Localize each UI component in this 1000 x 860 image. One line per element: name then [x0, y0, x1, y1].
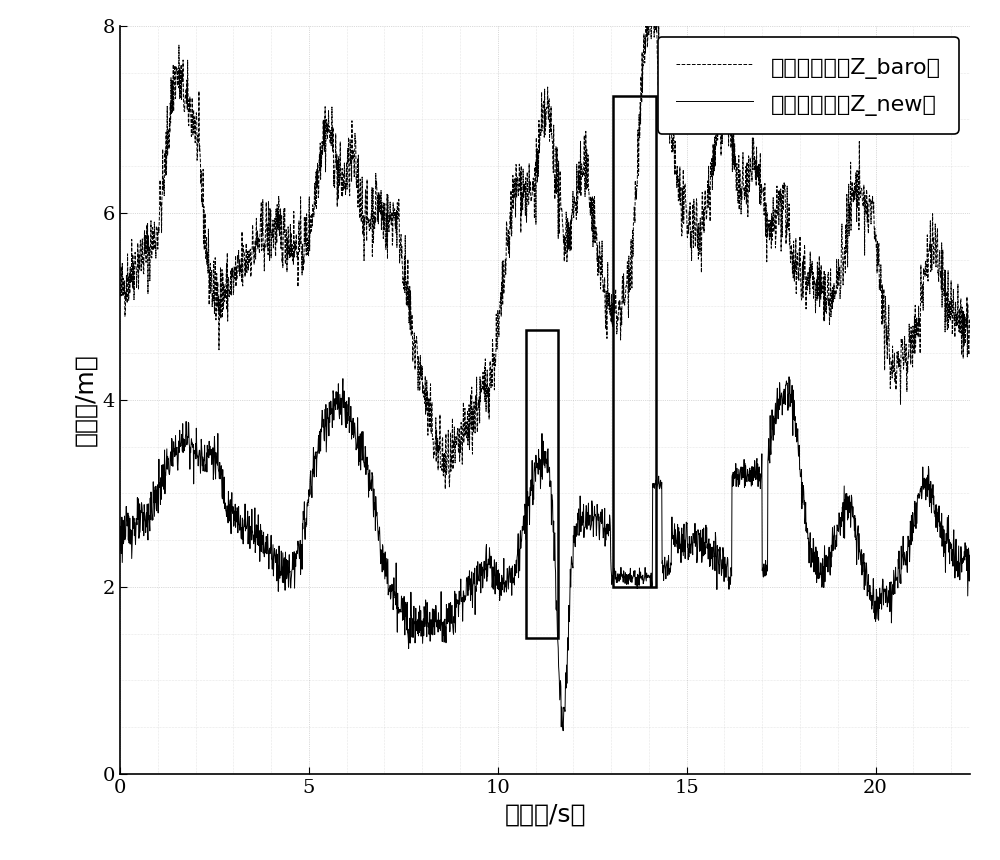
气压计高度（Z_baro）	[114, 282, 126, 292]
Y-axis label: 高度（/m）: 高度（/m）	[73, 353, 97, 446]
更新后高度（Z_new）	[598, 523, 610, 533]
Line: 更新后高度（Z_new）: 更新后高度（Z_new）	[120, 377, 970, 731]
气压计高度（Z_baro）	[598, 287, 610, 298]
气压计高度（Z_baro）	[728, 120, 740, 130]
Bar	[613, 96, 656, 587]
Bar	[526, 329, 558, 638]
更新后高度（Z_new）	[114, 545, 126, 556]
更新后高度（Z_new）	[557, 726, 569, 736]
Legend: 气压计高度（Z_baro）, 更新后高度（Z_new）: 气压计高度（Z_baro）, 更新后高度（Z_new）	[658, 37, 959, 133]
更新后高度（Z_new）	[846, 493, 858, 503]
气压计高度（Z_baro）	[826, 286, 838, 296]
更新后高度（Z_new）	[826, 536, 838, 546]
气压计高度（Z_baro）	[964, 313, 976, 323]
气压计高度（Z_baro）	[847, 187, 859, 197]
气压计高度（Z_baro）	[528, 185, 540, 195]
气压计高度（Z_baro）	[640, 21, 652, 31]
气压计高度（Z_baro）	[846, 188, 858, 199]
气压计高度（Z_baro）	[439, 484, 451, 494]
Line: 气压计高度（Z_baro）: 气压计高度（Z_baro）	[120, 26, 970, 489]
更新后高度（Z_new）	[783, 372, 795, 382]
更新后高度（Z_new）	[727, 467, 739, 477]
更新后高度（Z_new）	[964, 550, 976, 561]
X-axis label: 时间（/s）: 时间（/s）	[504, 802, 586, 826]
更新后高度（Z_new）	[847, 501, 859, 512]
更新后高度（Z_new）	[527, 480, 539, 490]
